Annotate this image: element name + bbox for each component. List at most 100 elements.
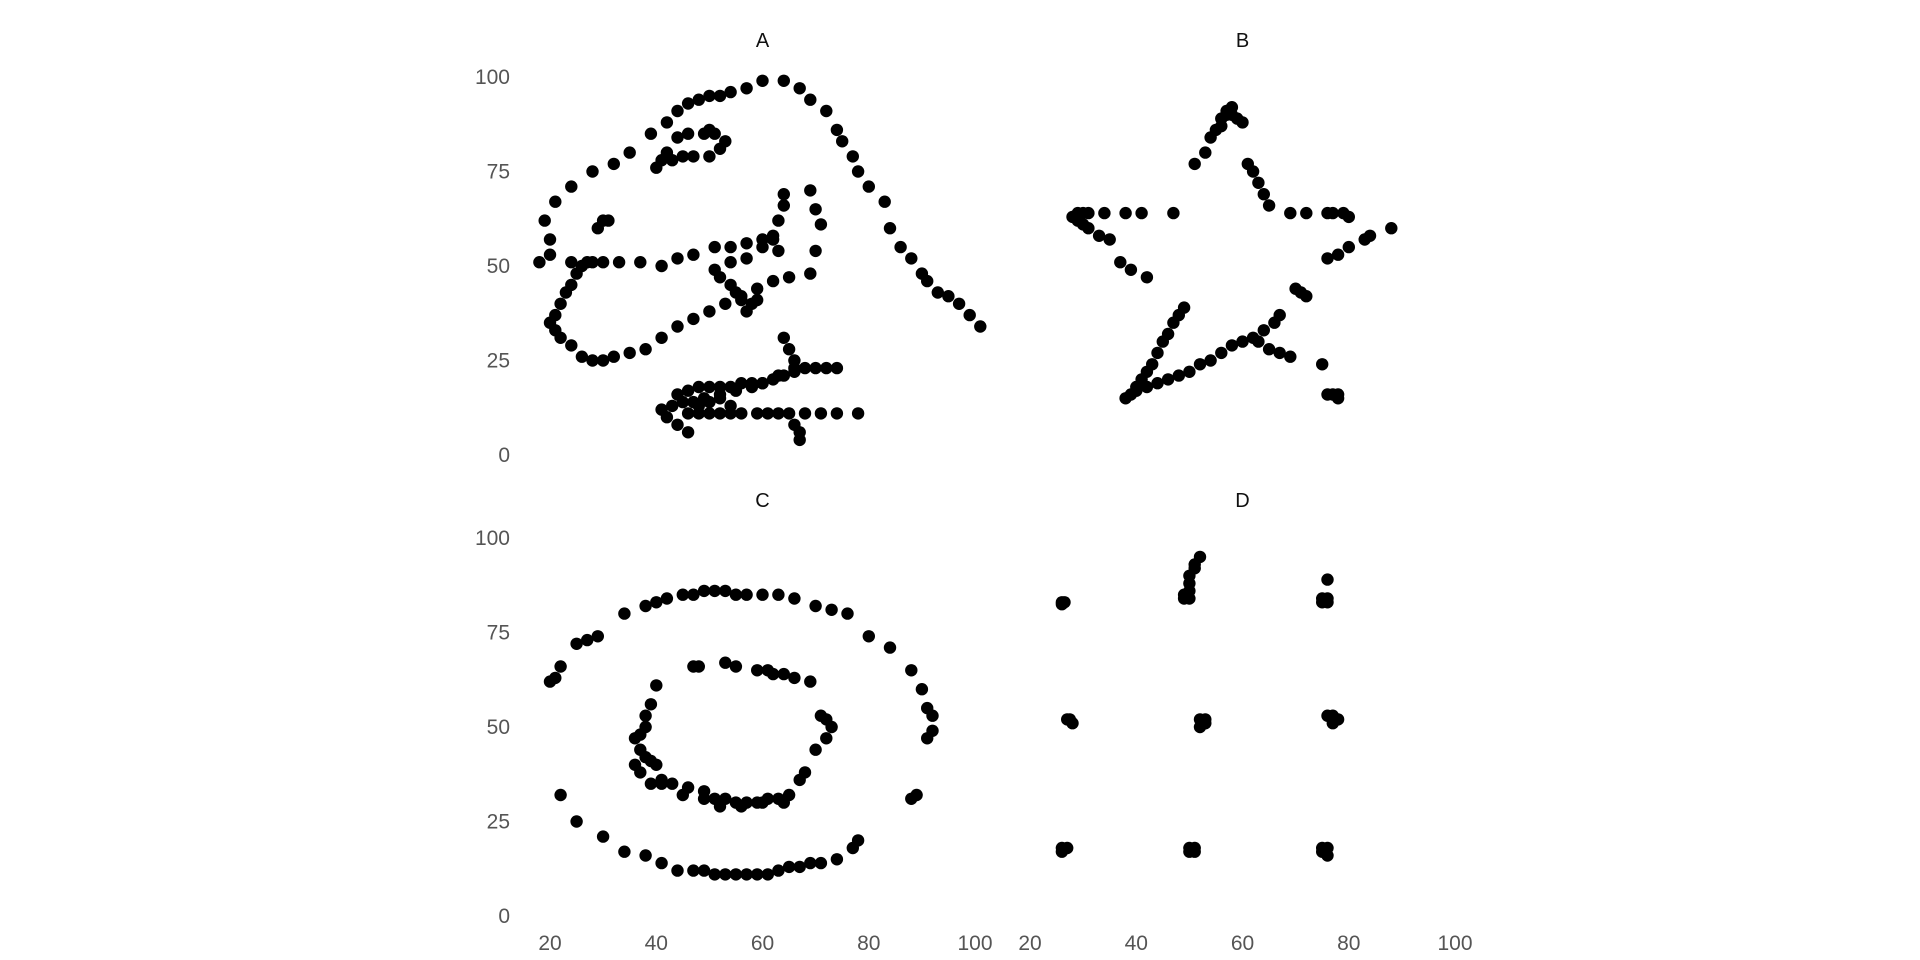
scatter-point [1098,206,1111,220]
scatter-point [777,74,790,88]
scatter-point [772,407,785,420]
scatter-point [703,380,716,394]
scatter-point [586,256,599,269]
scatter-point [745,377,759,390]
x-tick-label: 60 [751,932,774,955]
scatter-point [724,399,737,413]
scatter-point [703,150,716,163]
scatter-point [671,320,684,333]
scatter-point [1273,346,1286,360]
scatter-point [1199,713,1212,726]
scatter-point [1321,252,1334,265]
y-tick-label: 75 [487,622,510,645]
scatter-point [1262,343,1276,356]
scatter-point [660,411,674,424]
scatter-point [1268,316,1281,329]
scatter-point [814,407,828,420]
scatter-point [905,252,918,265]
scatter-point [1252,176,1265,189]
panel-title: C [755,490,769,512]
scatter-point [777,331,790,344]
scatter-point [671,104,684,118]
scatter-point [719,656,732,669]
scatter-point [751,407,764,420]
scatter-point [926,709,939,722]
scatter-point [681,426,695,439]
scatter-point [596,256,610,269]
scatter-point [756,240,769,254]
scatter-point [1236,335,1249,348]
scatter-point [782,407,796,420]
scatter-point [644,698,658,711]
panel-d: D 20 40 60 80 100 [1018,490,1472,955]
scatter-point [756,74,769,88]
scatter-point [650,679,663,692]
scatter-point [772,864,785,877]
scatter-point [756,377,769,390]
scatter-point [851,165,865,178]
scatter-point [671,418,684,431]
scatter-point [681,97,695,110]
scatter-point [581,633,594,647]
x-tick-label: 60 [1231,932,1254,955]
scatter-point [554,297,567,310]
y-tick-label: 25 [487,811,510,834]
scatter-point [692,399,705,413]
scatter-point [650,596,663,609]
scatter-point [963,308,976,322]
scatter-point [883,222,897,235]
scatter-point [809,361,822,375]
scatter-point [586,165,599,178]
scatter-point [814,856,828,870]
scatter-point [538,214,551,227]
scatter-point [1146,358,1159,371]
scatter-point [612,256,626,269]
scatter-point [1342,210,1356,224]
scatter-point [596,354,610,367]
scatter-point [570,815,583,828]
scatter-point [554,660,567,673]
y-tick-label: 0 [498,444,510,467]
scatter-point [793,82,806,95]
scatter-point [549,671,562,685]
scatter-point [766,274,780,288]
scatter-point [697,584,711,598]
scatter-point [687,864,700,877]
scatter-point [1188,157,1201,171]
scatter-point [766,233,780,246]
panel-a: A 100 75 50 25 0 [475,30,987,467]
scatter-point [1082,206,1095,220]
scatter-point [756,588,769,601]
scatter-point [782,271,796,284]
scatter-point [586,354,599,367]
scatter-point [772,588,785,601]
y-tick-label: 100 [475,66,510,89]
scatter-point [703,407,716,420]
scatter-point [575,259,589,273]
scatter-point [793,433,806,447]
scatter-point [565,339,578,352]
scatter-point [804,93,817,106]
scatter-point [1385,222,1398,235]
scatter-point [671,252,684,265]
scatter-point [708,584,721,598]
x-tick-label: 40 [1125,932,1148,955]
scatter-point [1103,233,1116,246]
scatter-point [724,85,737,99]
y-tick-label: 50 [487,255,510,278]
scatter-point [851,407,865,420]
x-tick-label: 20 [538,932,561,955]
scatter-point [1055,598,1069,611]
scatter-point [543,248,557,261]
scatter-point [596,830,610,843]
scatter-point [820,361,833,375]
scatter-point [772,244,785,258]
scatter-point [1331,388,1345,401]
scatter-point [1119,206,1132,220]
scatter-point [713,407,727,420]
scatter-point [687,248,700,261]
scatter-point [735,377,748,390]
scatter-point [639,599,652,613]
scatter-point [1114,256,1127,269]
